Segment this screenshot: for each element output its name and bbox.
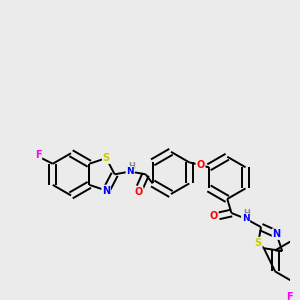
Text: F: F [35,150,41,160]
Text: O: O [134,187,143,197]
Text: S: S [103,153,110,163]
Text: N: N [102,185,110,196]
Text: H: H [244,209,250,218]
Text: N: N [242,214,249,223]
Text: O: O [196,160,205,170]
Text: S: S [255,238,262,248]
Text: N: N [126,167,134,176]
Text: F: F [286,292,292,300]
Text: O: O [210,211,218,221]
Text: H: H [128,162,135,171]
Text: N: N [272,229,281,239]
